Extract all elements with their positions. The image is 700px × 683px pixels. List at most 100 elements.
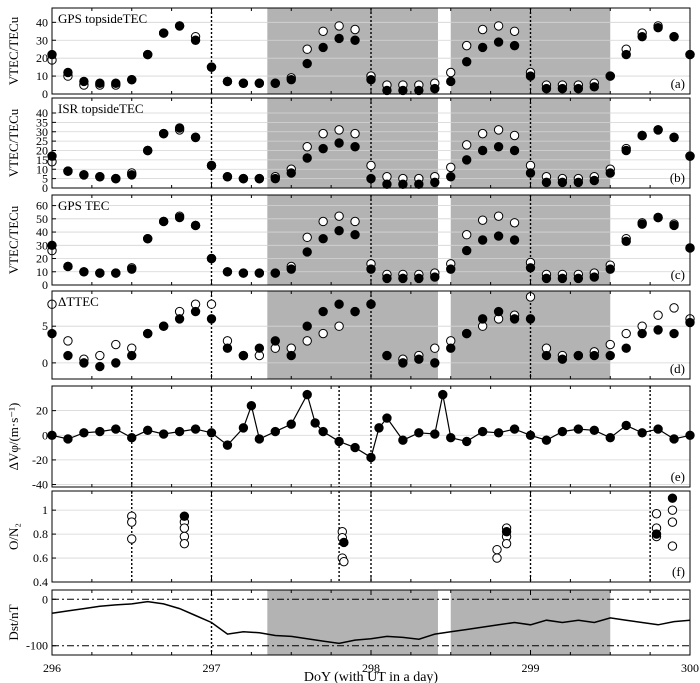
data-point-filled bbox=[438, 389, 448, 400]
data-point-open bbox=[302, 232, 312, 243]
data-point-filled bbox=[190, 306, 201, 317]
data-point-filled bbox=[206, 62, 217, 72]
data-point-open bbox=[334, 321, 344, 331]
data-point-open bbox=[350, 216, 360, 227]
y-tick-label: 25 bbox=[36, 134, 48, 148]
data-point-filled bbox=[509, 235, 520, 245]
data-point-filled bbox=[651, 529, 662, 539]
data-point-filled bbox=[350, 442, 360, 453]
data-point-filled bbox=[398, 85, 408, 96]
data-point-filled bbox=[158, 28, 169, 38]
data-point-filled bbox=[158, 429, 169, 439]
data-point-filled bbox=[286, 264, 296, 274]
series-line bbox=[51, 600, 691, 645]
data-point-filled bbox=[302, 389, 312, 400]
data-point-filled bbox=[143, 49, 153, 60]
data-point-filled bbox=[143, 145, 153, 156]
panel-label: (b) bbox=[670, 170, 685, 185]
data-point-filled bbox=[557, 177, 568, 188]
data-point-filled bbox=[509, 145, 520, 156]
data-point-filled bbox=[366, 452, 376, 463]
data-point-open bbox=[318, 128, 328, 139]
data-point-filled bbox=[143, 328, 153, 339]
data-point-filled bbox=[63, 350, 73, 361]
shaded-interval bbox=[267, 590, 438, 655]
data-point-open bbox=[446, 67, 456, 78]
data-point-filled bbox=[541, 83, 552, 94]
data-point-filled bbox=[573, 83, 584, 94]
data-point-filled bbox=[414, 428, 424, 438]
shaded-interval bbox=[267, 291, 438, 379]
data-point-filled bbox=[79, 358, 89, 368]
data-point-filled bbox=[206, 314, 217, 324]
data-point-filled bbox=[637, 328, 647, 339]
data-point-filled bbox=[669, 220, 679, 231]
data-point-filled bbox=[366, 173, 376, 184]
data-point-filled bbox=[382, 85, 392, 96]
panel-label: (c) bbox=[671, 267, 685, 282]
data-point-filled bbox=[541, 273, 552, 284]
data-point-open bbox=[493, 125, 504, 135]
data-point-filled bbox=[493, 306, 504, 317]
data-point-open bbox=[127, 534, 137, 544]
data-point-filled bbox=[477, 314, 488, 324]
data-point-filled bbox=[143, 233, 153, 244]
panel-label: (a) bbox=[671, 76, 685, 91]
data-point-open bbox=[302, 336, 312, 346]
data-point-filled bbox=[190, 220, 201, 231]
data-point-filled bbox=[669, 31, 679, 42]
data-point-filled bbox=[79, 76, 89, 87]
data-point-open bbox=[350, 128, 360, 139]
data-point-filled bbox=[158, 216, 169, 227]
data-point-open bbox=[179, 538, 190, 549]
y-tick-label: 0 bbox=[42, 181, 48, 195]
data-point-open bbox=[462, 230, 472, 240]
data-point-filled bbox=[398, 435, 408, 445]
data-point-open bbox=[651, 509, 662, 519]
data-point-filled bbox=[493, 37, 504, 47]
data-point-filled bbox=[446, 172, 456, 182]
data-point-open bbox=[446, 162, 456, 173]
panel-e: -40 -20 0 20 ΔVφ/(m·s⁻¹) (e) bbox=[6, 385, 695, 492]
data-point-filled bbox=[254, 78, 265, 88]
data-point-filled bbox=[238, 350, 249, 361]
data-point-filled bbox=[621, 420, 631, 431]
data-point-filled bbox=[557, 273, 568, 284]
y-tick-label: 0 bbox=[42, 592, 48, 606]
data-point-filled bbox=[621, 145, 631, 156]
data-point-open bbox=[111, 339, 121, 350]
data-point-filled bbox=[653, 325, 663, 335]
data-point-filled bbox=[222, 267, 233, 277]
y-tick-label: 0.4 bbox=[33, 575, 48, 589]
data-point-filled bbox=[334, 33, 344, 44]
data-point-open bbox=[492, 544, 502, 555]
data-point-filled bbox=[334, 436, 344, 447]
data-point-open bbox=[509, 26, 520, 36]
data-point-filled bbox=[302, 247, 312, 257]
data-point-filled bbox=[318, 143, 328, 154]
data-point-filled bbox=[667, 493, 678, 503]
data-point-filled bbox=[238, 78, 249, 88]
data-point-filled bbox=[286, 168, 296, 178]
data-point-open bbox=[501, 538, 512, 549]
data-point-open bbox=[477, 215, 488, 225]
data-point-open bbox=[95, 350, 105, 361]
data-point-open bbox=[509, 218, 520, 228]
data-point-filled bbox=[446, 264, 456, 274]
x-tick-label: 298 bbox=[362, 661, 380, 675]
data-point-filled bbox=[398, 273, 408, 284]
data-point-filled bbox=[382, 350, 392, 361]
data-point-filled bbox=[222, 440, 233, 450]
data-point-open bbox=[318, 216, 328, 227]
data-point-filled bbox=[477, 426, 488, 437]
y-tick-label: 20 bbox=[36, 51, 48, 65]
data-point-filled bbox=[174, 123, 185, 133]
data-point-filled bbox=[286, 350, 296, 361]
x-axis-label: DoY (with UT in a day) bbox=[304, 670, 438, 683]
data-point-filled bbox=[238, 268, 249, 278]
data-point-filled bbox=[382, 413, 392, 423]
data-point-open bbox=[334, 21, 344, 31]
data-point-filled bbox=[270, 173, 280, 184]
